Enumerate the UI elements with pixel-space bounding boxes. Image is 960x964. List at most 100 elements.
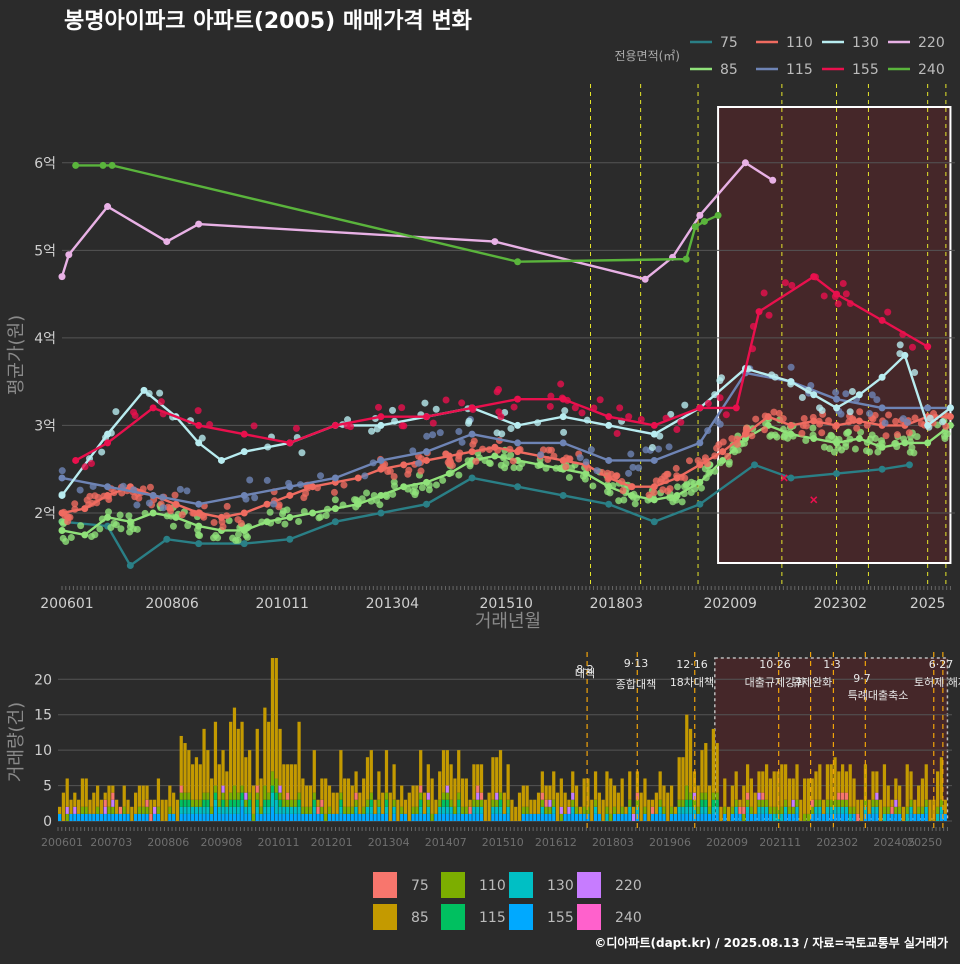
volume-bar-130 xyxy=(217,806,221,814)
volume-bar-85 xyxy=(681,757,685,800)
volume-bar-110 xyxy=(696,806,700,814)
scatter-point-130 xyxy=(432,405,440,413)
bar-legend: 75 85 110 115 130 155 220 240 xyxy=(373,872,642,930)
scatter-point-85 xyxy=(606,489,614,497)
data-point-85 xyxy=(787,430,795,438)
scatter-point-85 xyxy=(908,444,916,452)
volume-bar-85 xyxy=(84,778,88,807)
volume-y-tick-label: 0 xyxy=(43,814,52,830)
chart-title: 봉명아이파크 아파트(2005) 매매가격 변화 xyxy=(64,9,472,34)
volume-bar-85 xyxy=(745,764,750,793)
volume-bar-75 xyxy=(856,813,860,821)
volume-bar-110 xyxy=(841,799,845,807)
volume-bar-110 xyxy=(464,806,468,814)
scatter-point-115 xyxy=(317,472,325,480)
volume-bar-155 xyxy=(381,813,385,821)
volume-bar-130 xyxy=(248,806,252,814)
volume-bar-155 xyxy=(810,813,814,821)
bar-legend-label: 110 xyxy=(479,878,506,894)
volume-bar-110 xyxy=(936,806,940,814)
scatter-point-155 xyxy=(374,403,382,411)
volume-bar-220 xyxy=(426,792,430,800)
volume-bar-110 xyxy=(806,813,811,821)
price-y-tick-label: 3억 xyxy=(34,418,56,434)
volume-bar-85 xyxy=(799,799,803,821)
scatter-point-110 xyxy=(509,457,517,465)
data-point-115 xyxy=(650,456,658,464)
scatter-point-115 xyxy=(625,469,633,477)
scatter-point-115 xyxy=(423,432,431,440)
volume-bar-130 xyxy=(457,806,461,814)
data-point-75 xyxy=(422,500,430,508)
volume-bar-110 xyxy=(426,799,430,807)
data-point-110 xyxy=(833,421,841,429)
volume-bar-75 xyxy=(419,785,423,793)
scatter-point-110 xyxy=(775,409,783,417)
volume-bar-85 xyxy=(658,771,662,800)
data-point-130 xyxy=(946,404,954,412)
volume-bar-155 xyxy=(373,813,377,821)
volume-bar-155 xyxy=(791,813,795,821)
volume-bar-130 xyxy=(776,813,780,821)
volume-bar-85 xyxy=(704,743,708,793)
volume-bar-85 xyxy=(441,750,446,793)
data-point-240 xyxy=(714,211,722,219)
volume-bar-85 xyxy=(506,764,510,800)
volume-bar-155 xyxy=(320,813,324,821)
volume-bar-130 xyxy=(198,806,202,814)
series-line-220 xyxy=(60,161,774,281)
scatter-point-110 xyxy=(330,488,338,496)
volume-bar-155 xyxy=(479,813,484,821)
volume-bar-110 xyxy=(202,792,206,800)
volume-bar-130 xyxy=(772,813,776,821)
volume-bar-85 xyxy=(472,764,476,800)
data-point-85 xyxy=(445,470,453,478)
volume-bar-110 xyxy=(905,806,909,814)
volume-bar-85 xyxy=(647,799,651,821)
volume-bar-110 xyxy=(749,806,754,814)
series-220 xyxy=(58,159,777,283)
volume-bar-85 xyxy=(438,771,442,800)
scatter-point-115 xyxy=(119,482,127,490)
data-point-110 xyxy=(650,483,658,491)
volume-bar-110 xyxy=(521,806,525,814)
line-legend-title: 전용면적(㎡) xyxy=(614,49,680,63)
volume-bar-85 xyxy=(879,799,883,821)
volume-bar-85 xyxy=(346,778,351,807)
volume-bar-155 xyxy=(240,806,244,821)
volume-bar-155 xyxy=(536,813,541,821)
scatter-point-110 xyxy=(210,519,218,527)
volume-bar-110 xyxy=(939,799,944,807)
scatter-point-130 xyxy=(818,407,826,415)
data-point-155 xyxy=(422,413,430,421)
price-y-tick-label: 6억 xyxy=(34,156,56,172)
volume-bar-85 xyxy=(742,785,746,807)
volume-bar-85 xyxy=(631,806,636,814)
volume-bar-85 xyxy=(533,799,537,814)
data-point-240 xyxy=(99,161,107,169)
volume-bar-110 xyxy=(829,799,833,807)
volume-bar-85 xyxy=(274,658,278,779)
volume-bar-85 xyxy=(354,771,358,793)
volume-bar-85 xyxy=(654,792,658,814)
data-point-115 xyxy=(104,483,112,491)
data-point-115 xyxy=(240,491,248,499)
scatter-point-85 xyxy=(234,530,242,538)
scatter-point-85 xyxy=(116,511,124,519)
volume-bar-110 xyxy=(191,799,195,807)
volume-bar-155 xyxy=(548,813,552,821)
volume-bar-110 xyxy=(612,806,617,814)
volume-bar-85 xyxy=(80,778,85,807)
volume-bar-110 xyxy=(293,799,297,807)
volume-bar-85 xyxy=(517,792,522,821)
volume-bar-130 xyxy=(848,813,852,821)
volume-bar-85 xyxy=(419,750,423,786)
volume-bar-155 xyxy=(582,813,586,821)
scatter-point-85 xyxy=(851,445,859,453)
scatter-point-130 xyxy=(368,427,376,435)
volume-bar-85 xyxy=(293,764,297,800)
volume-bar-130 xyxy=(825,806,830,814)
data-point-75 xyxy=(833,470,841,478)
volume-bar-85 xyxy=(464,778,468,807)
